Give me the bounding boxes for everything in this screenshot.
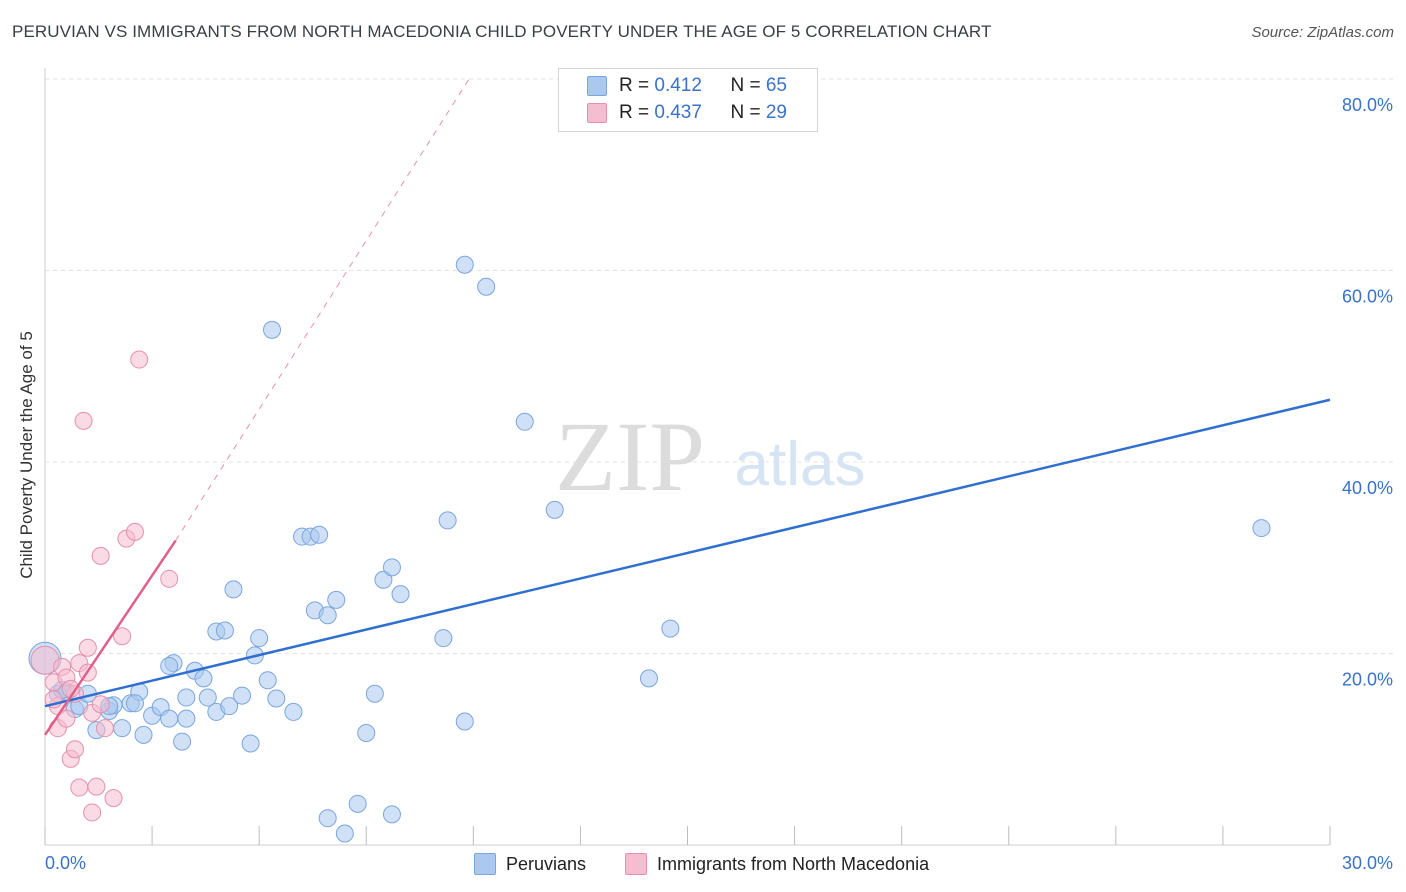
peruvian-point	[365, 684, 384, 703]
macedonia-point	[125, 522, 144, 541]
macedonia-point	[83, 803, 102, 822]
peruvian-point	[639, 669, 658, 688]
macedonia-point	[130, 350, 149, 369]
peruvian-point	[391, 585, 410, 604]
macedonia-point	[74, 411, 93, 430]
peruvian-point	[233, 686, 252, 705]
source-label: Source: ZipAtlas.com	[1251, 24, 1394, 41]
macedonia-point	[65, 740, 84, 759]
peruvian-point	[177, 688, 196, 707]
peruvian-point	[177, 709, 196, 728]
axis-layer: 20.0% 40.0% 60.0% 80.0% 0.0% 30.0%	[44, 68, 1393, 873]
bottom-legend-swatch-pink	[625, 853, 647, 875]
peruvian-point	[215, 621, 234, 640]
macedonia-point	[113, 627, 132, 646]
macedonia-trend-line	[175, 78, 470, 541]
watermark-atlas: atlas	[735, 430, 866, 499]
peruvian-point	[310, 525, 329, 544]
bottom-legend-label: Peruvians	[506, 853, 587, 874]
peruvian-point	[545, 500, 564, 519]
peruvian-point	[241, 734, 260, 753]
peruvian-point	[284, 702, 303, 721]
legend-r-value: 0.437	[654, 102, 702, 123]
peruvian-point	[661, 619, 680, 638]
peruvian-point	[348, 794, 367, 813]
peruvian-point	[318, 809, 337, 828]
peruvian-point	[455, 255, 474, 274]
legend-r-label: R =	[619, 102, 655, 123]
legend-r-value: 0.412	[654, 75, 702, 96]
peruvian-point	[327, 590, 346, 609]
bottom-legend-peruvians: Peruvians	[474, 852, 586, 876]
macedonia-point	[104, 789, 123, 808]
x-tick-label: 0.0%	[45, 853, 86, 873]
macedonia-point	[78, 638, 97, 657]
peruvian-point	[477, 277, 496, 296]
peruvian-point	[134, 725, 153, 744]
peruvian-point	[382, 558, 401, 577]
chart-title: PERUVIAN VS IMMIGRANTS FROM NORTH MACEDO…	[12, 22, 992, 41]
legend-n-value: 29	[765, 102, 787, 123]
peruvian-point	[194, 669, 213, 688]
macedonia-point	[57, 709, 76, 728]
y-axis-label: Child Poverty Under the Age of 5	[17, 331, 36, 579]
peruvian-point	[224, 580, 243, 599]
bottom-legend-macedonia: Immigrants from North Macedonia	[625, 852, 929, 876]
macedonia-point	[91, 546, 110, 565]
peruvian-point	[220, 697, 239, 716]
macedonia-point	[95, 719, 114, 738]
peruvian-point	[455, 712, 474, 731]
peruvian-point	[515, 412, 534, 431]
y-tick-label: 80.0%	[1342, 95, 1393, 115]
peruvian-point	[198, 688, 217, 707]
macedonia-point	[87, 777, 106, 796]
trend-layer	[43, 78, 1331, 736]
legend-swatch-blue	[587, 76, 607, 96]
grid-layer	[45, 78, 1395, 654]
peruvian-point	[438, 511, 457, 530]
legend-n-label: N =	[730, 75, 766, 96]
peruvian-point	[1252, 519, 1271, 538]
peruvian-point	[113, 719, 132, 738]
peruvian-point	[267, 689, 286, 708]
peruvian-point	[263, 320, 282, 339]
legend-n-label: N =	[730, 102, 766, 123]
peruvian-point	[258, 671, 277, 690]
watermark: ZIP atlas	[555, 401, 865, 512]
peruvian-point	[173, 732, 192, 751]
peruvian-point	[318, 606, 337, 625]
bottom-legend-label: Immigrants from North Macedonia	[657, 853, 930, 874]
macedonia-point	[91, 695, 110, 714]
peruvian-trend-line	[44, 398, 1331, 708]
peruvian-point	[382, 805, 401, 824]
macedonia-trend-line	[43, 539, 177, 736]
macedonia-point	[160, 569, 179, 588]
peruvian-point	[160, 709, 179, 728]
peruvian-point	[434, 629, 453, 648]
peruvian-point	[160, 656, 179, 675]
bottom-legend-swatch-blue	[474, 853, 496, 875]
peruvian-point	[357, 723, 376, 742]
legend-swatch-pink	[587, 103, 607, 123]
macedonia-point	[70, 778, 89, 797]
watermark-zip: ZIP	[555, 401, 705, 512]
legend-n-value: 65	[765, 75, 787, 96]
x-tick-label: 30.0%	[1342, 853, 1393, 873]
legend-r-label: R =	[619, 75, 655, 96]
y-tick-label: 60.0%	[1342, 287, 1393, 307]
peruvian-point	[335, 824, 354, 843]
correlation-legend: R = 0.412 N = 65 R = 0.437 N = 29	[558, 68, 818, 132]
peruvian-point	[250, 629, 269, 648]
y-tick-label: 40.0%	[1342, 478, 1393, 498]
peruvian-point	[374, 570, 393, 589]
points-layer	[28, 255, 1271, 843]
peruvian-point	[125, 694, 144, 713]
y-tick-label: 20.0%	[1342, 670, 1393, 690]
